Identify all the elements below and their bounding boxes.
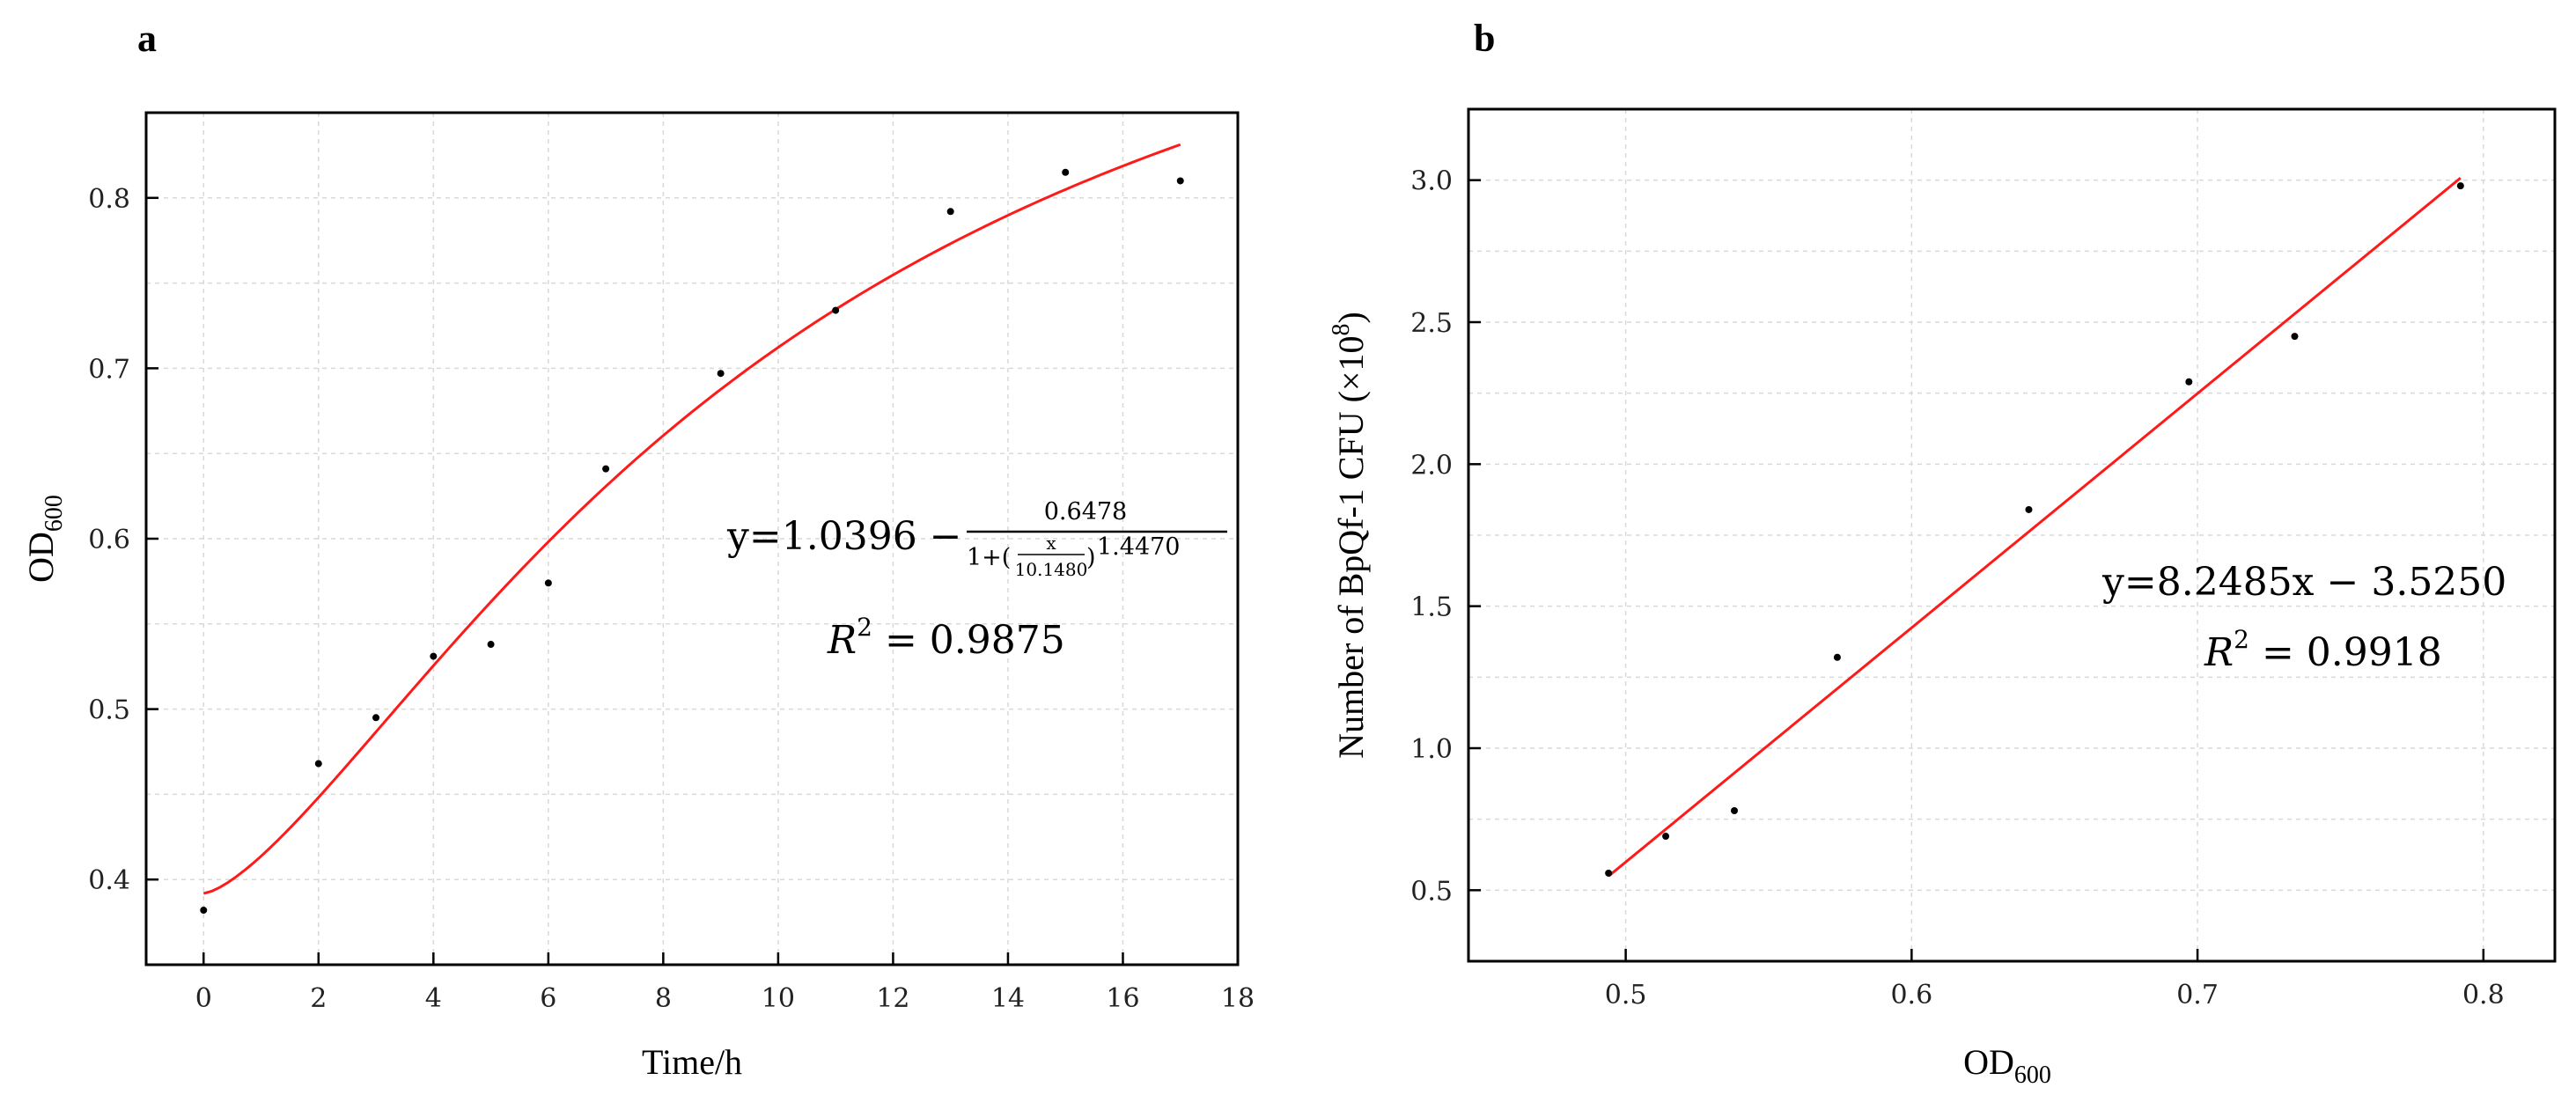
panel-a-fit-curve [202,143,1181,895]
panel-b-y-tick-label: 3.0 [1410,166,1453,197]
panel-a-data-point [717,370,725,378]
panel-a-r2-exp: 2 [857,613,872,642]
panel-a-r2: R2 = 0.9875 [827,613,1065,663]
panel-b-data-point [2291,333,2299,341]
panel-b-x-tick-label: 0.8 [2462,980,2505,1010]
panel-a-eq-den-frac-num: x [1046,533,1056,554]
panel-a-equation: y=1.0396 − 0.6478 1+( x 10.1480 ) 1.4470… [726,498,1227,663]
panel-a-x-tick-label: 14 [991,983,1025,1014]
panel-b-r2: R2 = 0.9918 [2204,625,2442,675]
panel-a-eq-den-suffix: ) [1086,544,1096,571]
panel-a-data-point [200,907,208,915]
panel-b-data-point [1833,653,1841,661]
panel-a-y-tick-label: 0.7 [88,354,130,385]
panel-a-x-tick-label: 6 [540,983,556,1014]
panel-a-data-point [602,465,610,473]
panel-b-y-tick-label: 2.0 [1410,450,1453,481]
panel-b: b 0.5 0.6 0.7 0.8 0.5 1.0 1.5 2.0 2.5 3.0 OD600 N… [1328,17,2557,1089]
panel-a-x-tick-label: 18 [1221,983,1255,1014]
panel-b-y-axis-title-main: Number of BpQf-1 CFU (×10 [1331,336,1371,759]
panel-b-label: b [1474,17,1495,60]
panel-b-x-axis-title-sub: 600 [2014,1062,2051,1089]
panel-a-eq-den-frac-den: 10.1480 [1015,559,1088,580]
panel-a-r2-symbol: R [827,618,857,663]
panel-b-y-axis-title-sup: 8 [1328,324,1355,336]
panel-b-data-point [1731,806,1739,814]
panel-b-data-point [1662,833,1670,841]
panel-b-y-tick-label: 0.5 [1410,876,1453,907]
panel-a-eq-lhs: y=1.0396 − [726,514,962,559]
panel-b-eq-line: y=8.2485x − 3.5250 [2101,560,2506,605]
panel-b-data-point [2185,378,2193,386]
panel-b-x-axis-title: OD600 [1963,1042,2051,1089]
panel-a-y-axis-title-main: OD [21,532,61,583]
panel-a-x-tick-label: 12 [876,983,909,1014]
panel-b-y-tick-label: 1.0 [1410,734,1453,765]
panel-a-x-tick-label: 16 [1106,983,1139,1014]
panel-b-equation: y=8.2485x − 3.5250 R2 = 0.9918 [2101,560,2506,675]
panel-b-x-tick-label: 0.6 [1890,980,1932,1010]
panel-b-y-tick-label: 1.5 [1410,592,1453,623]
panel-b-y-axis-title: Number of BpQf-1 CFU (×108) [1328,312,1371,759]
panel-a-y-axis-title-sub: 600 [40,495,68,532]
panel-b-ticks: 0.5 0.6 0.7 0.8 0.5 1.0 1.5 2.0 2.5 3.0 [1410,166,2504,1010]
panel-a-data-point [1176,177,1184,185]
panel-a-data-point [1062,168,1070,176]
panel-a-data-point [487,641,495,649]
panel-b-x-tick-label: 0.7 [2176,980,2219,1010]
panel-b-r2-exp: 2 [2234,625,2249,654]
panel-a-data-point [832,306,840,314]
panel-a-eq-den-exp: 1.4470 [1097,533,1180,561]
panel-a-data-point [430,652,438,660]
panel-a-data-point [544,579,552,587]
panel-a-y-tick-label: 0.5 [88,695,130,726]
panel-b-r2-symbol: R [2204,630,2234,675]
panel-b-data-point [2025,505,2033,513]
panel-b-y-tick-label: 2.5 [1410,308,1453,339]
panel-a-grid [146,113,1239,965]
panel-b-r2-value: = 0.9918 [2249,630,2442,675]
panel-a-x-tick-label: 8 [655,983,672,1014]
panel-a-points [200,168,1184,915]
panel-a: a 0 2 4 6 8 10 12 14 16 180.40.50.60.70.8 Time/h … [21,17,1255,1082]
panel-a-eq-numerator: 0.6478 [1044,498,1127,525]
panel-b-x-tick-label: 0.5 [1605,980,1647,1010]
panel-b-grid [1468,109,2555,961]
panel-b-data-point [1605,869,1613,877]
panel-a-y-axis-title: OD600 [21,495,68,583]
panel-a-data-point [372,714,380,722]
panel-a-x-tick-label: 0 [195,983,212,1014]
panel-a-y-tick-label: 0.8 [88,184,130,215]
panel-a-x-tick-label: 4 [425,983,442,1014]
panel-a-eq-den-prefix: 1+( [967,544,1011,571]
panel-a-y-tick-label: 0.6 [88,525,130,555]
panel-a-x-axis-title: Time/h [642,1042,742,1082]
panel-a-label: a [137,17,157,60]
panel-a-x-tick-label: 2 [310,983,327,1014]
panel-a-y-tick-label: 0.4 [88,865,130,896]
panel-b-data-point [2456,182,2464,190]
panel-a-r2-value: = 0.9875 [872,618,1065,663]
panel-b-fit-line [1608,176,2462,878]
panel-a-data-point [946,208,954,216]
panel-a-x-tick-label: 10 [762,983,795,1014]
panel-a-ticks: 0 2 4 6 8 10 12 14 16 18 0.4 0.5 0.6 0.7 0.8 [88,184,1255,1014]
panel-b-plot-frame [1467,107,2557,963]
panel-a-data-point [314,760,322,768]
panel-b-x-axis-title-main: OD [1963,1042,2014,1082]
panel-b-y-axis-title-end: ) [1331,312,1371,323]
panel-b-points [1605,182,2464,877]
